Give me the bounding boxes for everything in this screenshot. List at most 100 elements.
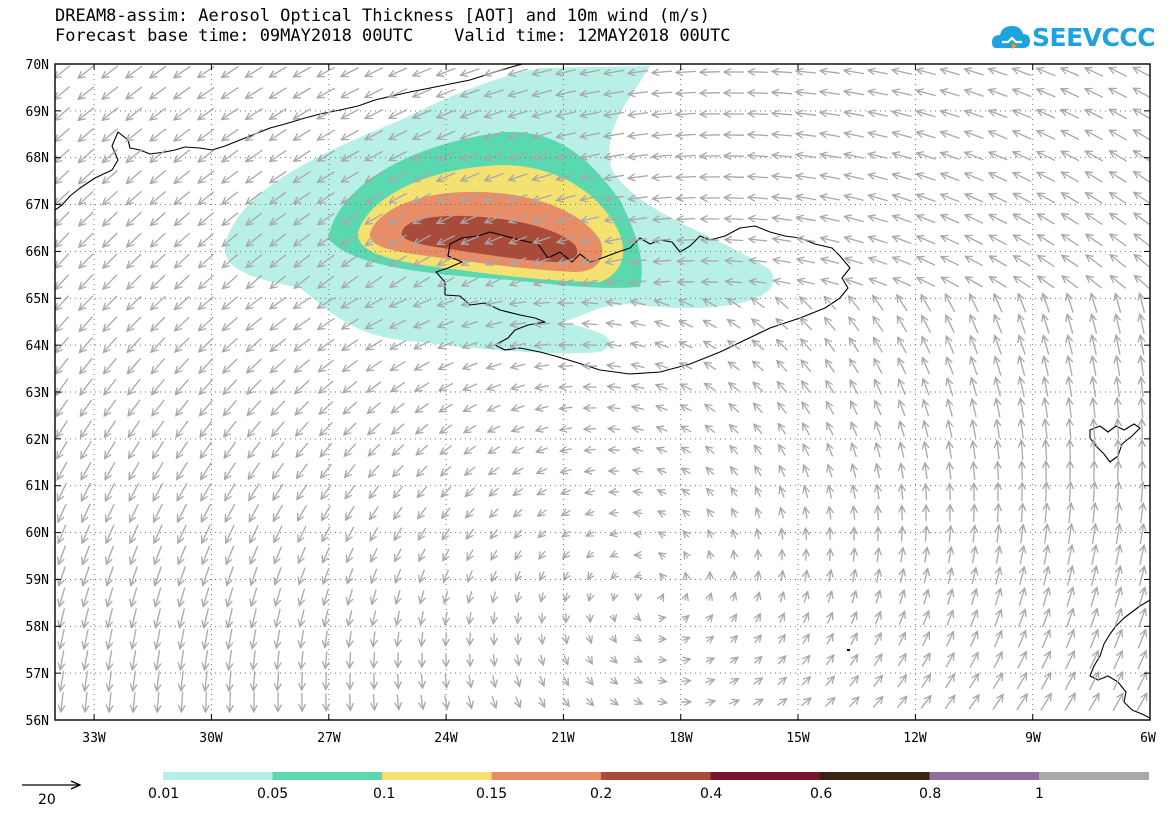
legend-label: 0.2 (590, 786, 613, 802)
wind-vector (511, 364, 526, 367)
wind-vector (997, 525, 999, 543)
wind-vector (348, 589, 353, 604)
wind-vector (705, 658, 714, 662)
wind-vector (1043, 335, 1050, 355)
wind-vector (342, 275, 359, 288)
wind-vector (657, 701, 666, 703)
wind-vector (179, 587, 186, 606)
wind-vector (898, 358, 907, 375)
wind-vector (317, 66, 336, 76)
wind-vector (437, 67, 456, 75)
wind-vector (868, 112, 888, 116)
wind-vector (270, 212, 287, 225)
wind-vector (205, 650, 208, 670)
lon-label: 15W (786, 731, 810, 746)
wind-vector (1021, 525, 1023, 544)
wind-vector (151, 316, 166, 331)
wind-vector (509, 215, 528, 223)
wind-vector (269, 87, 287, 98)
wind-vector (106, 503, 115, 522)
wind-vector (825, 339, 836, 352)
wind-vector (995, 336, 1002, 355)
wind-vector (1091, 293, 1098, 313)
wind-vector (444, 590, 448, 603)
wind-vector (341, 171, 359, 182)
lat-label: 70N (26, 58, 49, 73)
wind-vector (941, 173, 960, 182)
wind-vector (415, 382, 430, 391)
wind-vector (829, 570, 831, 583)
wind-vector (652, 71, 673, 73)
wind-vector (1114, 609, 1122, 628)
wind-vector (493, 591, 496, 603)
wind-vector (946, 611, 953, 626)
wind-vector (293, 87, 312, 98)
wind-vector (972, 399, 976, 418)
wind-vector (1117, 482, 1118, 503)
wind-vector (1043, 315, 1050, 334)
wind-vector (246, 149, 263, 161)
wind-vector (917, 257, 936, 266)
wind-vector (270, 170, 287, 182)
wind-vector (277, 650, 279, 669)
wind-vector (997, 441, 999, 460)
wind-vector (78, 86, 95, 100)
wind-vector (1069, 419, 1071, 440)
wind-vector (606, 259, 623, 262)
wind-vector (1020, 377, 1024, 397)
wind-vector (1020, 398, 1023, 418)
wind-vector (55, 295, 70, 311)
wind-vector (1067, 314, 1074, 334)
wind-vector (126, 149, 143, 163)
wind-vector (129, 482, 140, 501)
wind-vector (58, 524, 67, 543)
wind-vector (805, 507, 807, 519)
wind-vector (532, 152, 552, 158)
wind-vector (653, 239, 671, 241)
wind-vector (877, 569, 880, 583)
wind-vector (247, 337, 262, 351)
wind-vector (83, 587, 90, 606)
wind-vector (368, 422, 381, 434)
wind-vector (753, 382, 764, 393)
wind-vector (1045, 440, 1046, 461)
wind-vector (61, 671, 64, 691)
wind-vector (608, 386, 621, 388)
wind-vector (1062, 276, 1079, 289)
wind-vector (685, 594, 687, 601)
wind-vector (318, 338, 335, 350)
wind-vector (1069, 524, 1072, 544)
wind-vector (199, 316, 214, 330)
wind-vector (55, 274, 70, 290)
wind-vector (1038, 235, 1055, 246)
wind-vector (1069, 503, 1071, 524)
wind-vector (1045, 524, 1048, 544)
wind-vector (683, 616, 689, 621)
wind-vector (414, 276, 431, 287)
wind-vector (968, 695, 979, 710)
wind-vector (820, 217, 840, 221)
wind-vector (276, 608, 280, 627)
wind-vector (1013, 152, 1032, 161)
wind-vector (106, 545, 115, 565)
wind-vector (1013, 214, 1032, 225)
wind-vector (825, 318, 836, 331)
wind-vector (1086, 276, 1103, 289)
wind-vector (389, 67, 408, 76)
lon-label: 24W (434, 731, 458, 746)
wind-vector (849, 676, 859, 687)
wind-vector (1068, 545, 1072, 565)
wind-vector (989, 90, 1008, 98)
wind-vector (201, 462, 212, 480)
wind-vector (249, 483, 260, 501)
wind-vector (676, 134, 697, 135)
wind-vector (534, 257, 551, 264)
wind-vector (326, 672, 327, 689)
wind-vector (1068, 566, 1073, 586)
wind-vector (79, 169, 94, 183)
wind-vector (389, 234, 407, 245)
wind-vector (492, 570, 497, 581)
wind-vector (996, 567, 1000, 585)
wind-vector (104, 378, 117, 395)
wind-vector (341, 87, 360, 97)
